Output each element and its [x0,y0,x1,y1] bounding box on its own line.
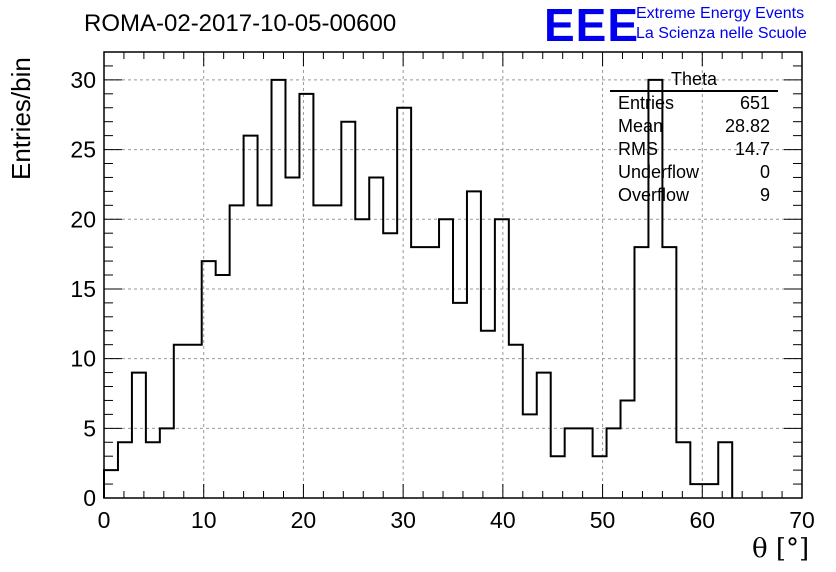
histogram-bin [285,177,299,498]
x-axis-label: θ [°] [752,534,810,564]
stats-value: 0 [759,162,770,182]
histogram-bin [118,442,132,498]
x-tick-label: 20 [291,507,317,533]
histogram-bin [174,345,188,498]
stats-value: 14.7 [734,139,770,159]
y-tick-label: 10 [70,346,96,372]
histogram-bin [593,456,607,498]
histogram-bin [216,275,230,498]
histogram-bin [313,205,327,498]
stats-label: Mean [618,116,664,136]
histogram-bin [230,205,244,498]
histogram-bin [676,442,690,498]
histogram-bin [621,400,635,498]
stats-row-mean: Mean 28.82 [610,115,778,138]
histogram-bin [690,484,704,498]
histogram-bin [202,261,216,498]
y-tick-label: 0 [83,485,96,511]
histogram-bin [244,136,258,498]
histogram-bin [355,219,369,498]
logo-line-2: La Scienza nelle Scuole [636,25,807,42]
histogram-bin [258,205,272,498]
histogram-outline [103,78,734,498]
stats-label: RMS [618,139,658,159]
stats-value: 651 [739,93,770,113]
histogram-bin [704,484,718,498]
stats-label: Underflow [618,162,700,182]
y-tick-label: 25 [70,137,96,163]
x-tick-label: 70 [789,507,815,533]
histogram-bin [537,373,551,498]
histogram-bin [327,205,341,498]
histogram-bin [146,442,160,498]
stats-box: Theta Entries 651 Mean 28.82 RMS 14.7 Un… [610,68,778,207]
histogram-bin [453,303,467,498]
histogram-bin [607,428,621,498]
histogram-bin [565,428,579,498]
x-tick-label: 0 [98,507,111,533]
histogram-bin [425,247,439,498]
histogram-bin [495,219,509,498]
histogram-bin [188,345,202,498]
x-tick-label: 40 [490,507,516,533]
histogram-bin [369,177,383,498]
histogram-bin [272,80,286,498]
histogram-bin [411,247,425,498]
y-axis-label: Entries/bin [6,57,36,180]
chart-title: ROMA-02-2017-10-05-00600 [84,10,397,37]
histogram-bin [634,247,648,498]
stats-row-overflow: Overflow 9 [610,184,778,207]
histogram-bin [299,94,313,498]
x-tick-label: 50 [590,507,616,533]
histogram-bin [523,414,537,498]
histogram-bin [397,108,411,498]
histogram-bin [132,373,146,498]
y-tick-label: 15 [70,276,96,302]
histogram-bin [104,470,118,498]
y-tick-label: 5 [83,415,96,441]
stats-row-rms: RMS 14.7 [610,138,778,161]
histogram-bin [551,456,565,498]
histogram-bin [509,345,523,498]
x-tick-label: 60 [689,507,715,533]
histogram-bin [579,428,593,498]
x-tick-label: 10 [191,507,217,533]
histogram-bin [718,442,732,498]
stats-row-underflow: Underflow 0 [610,161,778,184]
histogram-bin [662,247,676,498]
stats-label: Entries [618,93,675,113]
histogram-bin [439,219,453,498]
stats-value: 28.82 [724,116,770,136]
histogram-bin [383,233,397,498]
histogram-bin [341,122,355,498]
stats-title: Theta [610,68,778,92]
eee-logo: EEE [544,0,640,51]
stats-label: Overflow [618,185,690,205]
stats-value: 9 [759,185,770,205]
y-tick-label: 30 [70,67,96,93]
x-tick-label: 30 [390,507,416,533]
stats-row-entries: Entries 651 [610,92,778,115]
logo-line-1: Extreme Energy Events [636,5,805,22]
histogram-bin [160,428,174,498]
y-tick-label: 20 [70,206,96,232]
histogram-bin [467,191,481,498]
histogram-bin [481,331,495,498]
